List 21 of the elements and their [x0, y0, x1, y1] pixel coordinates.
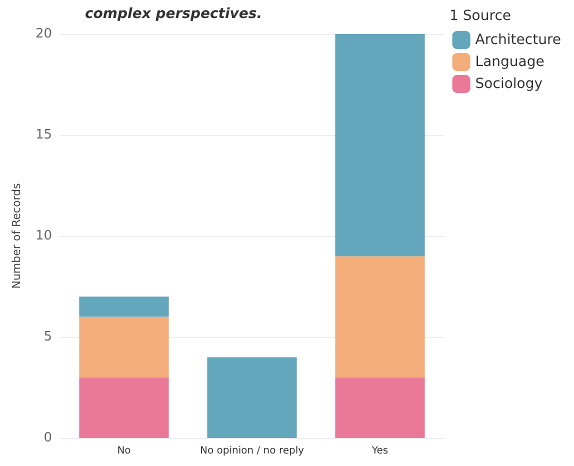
- x-tick-label: No: [117, 446, 131, 456]
- legend-label: Sociology: [475, 76, 543, 92]
- bar: [335, 256, 425, 378]
- y-tick-label: 0: [44, 430, 52, 446]
- chart-title: complex perspectives.: [85, 6, 262, 22]
- y-tick-label: 15: [35, 128, 52, 142]
- bar: [79, 296, 169, 317]
- legend-label: Architecture: [475, 32, 562, 48]
- y-tick-label: 10: [35, 228, 52, 244]
- y-tick-label: 5: [44, 330, 52, 344]
- x-tick-label: Yes: [370, 446, 388, 456]
- y-axis-title: Number of Records: [10, 182, 23, 289]
- bar: [335, 377, 425, 438]
- y-tick-label: 20: [35, 26, 52, 42]
- x-tick-label: No opinion / no reply: [200, 446, 304, 456]
- bar: [79, 316, 169, 378]
- legend-label: Language: [475, 54, 544, 70]
- bar: [207, 357, 297, 438]
- bar: [79, 377, 169, 438]
- bar: [335, 34, 425, 256]
- legend-title: 1 Source: [450, 8, 512, 24]
